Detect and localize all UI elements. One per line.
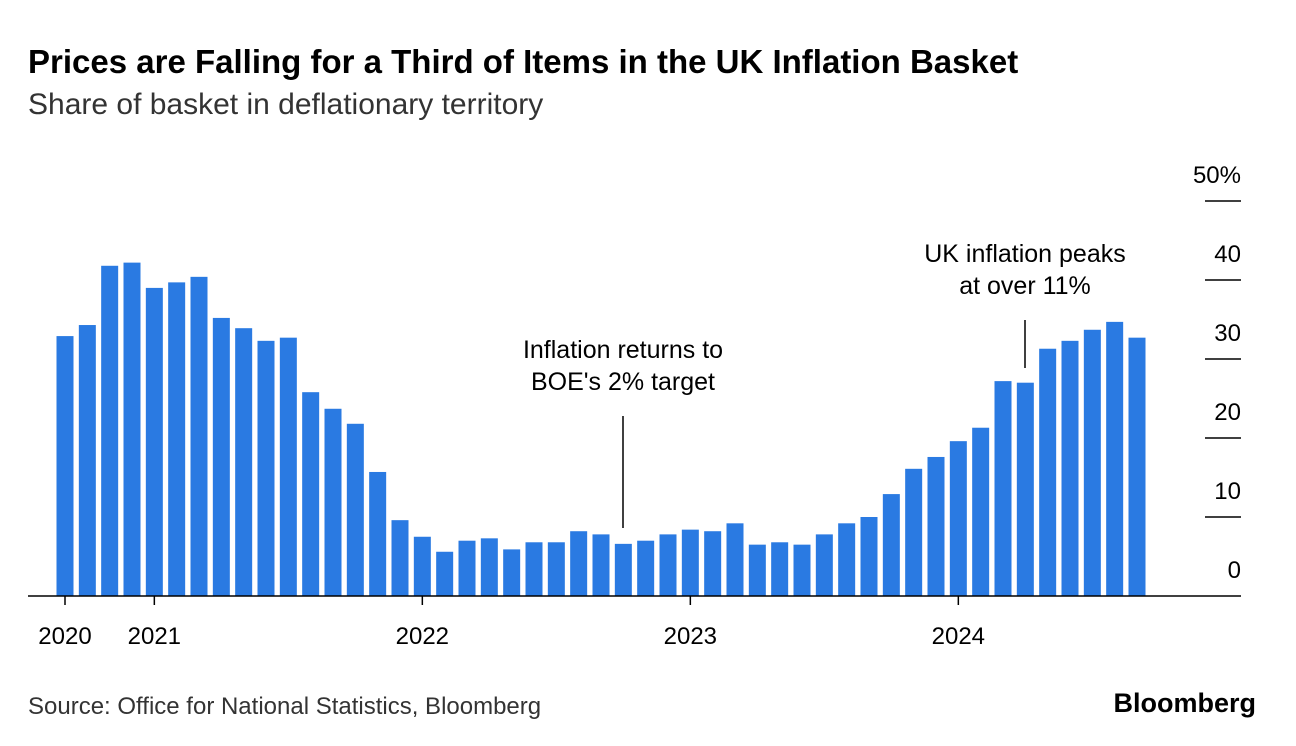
bar — [927, 456, 945, 596]
y-tick-label: 10 — [1214, 478, 1241, 505]
bar — [346, 423, 364, 596]
bar — [570, 531, 588, 596]
bar — [279, 337, 297, 596]
bar — [1061, 340, 1079, 596]
bar — [637, 540, 655, 596]
bar — [525, 542, 543, 596]
bar — [592, 534, 610, 596]
bar — [659, 534, 677, 596]
annotation-text: at over 11% — [959, 272, 1091, 300]
y-tick-label: 50% — [1193, 162, 1241, 189]
bar — [905, 468, 923, 596]
bar — [771, 542, 789, 596]
bar — [949, 441, 967, 596]
bar — [726, 523, 744, 596]
x-tick-label: 2022 — [396, 623, 449, 650]
bar — [145, 287, 163, 596]
bar — [56, 336, 74, 596]
bar — [882, 494, 900, 596]
chart-subtitle: Share of basket in deflationary territor… — [28, 88, 543, 121]
bar — [547, 542, 565, 596]
y-tick-label: 30 — [1214, 320, 1241, 347]
x-tick-label: 2020 — [38, 623, 91, 650]
chart-title: Prices are Falling for a Third of Items … — [28, 43, 1018, 80]
x-tick-label: 2024 — [932, 623, 985, 650]
bar — [302, 392, 320, 596]
bar — [972, 427, 990, 596]
bar — [748, 544, 766, 596]
bar — [815, 534, 833, 596]
bar — [994, 381, 1012, 596]
brand-logo: Bloomberg — [1113, 688, 1256, 718]
source: Source: Office for National Statistics, … — [28, 693, 541, 720]
bar — [168, 282, 186, 596]
bar — [235, 328, 253, 596]
annotation-text: BOE's 2% target — [531, 368, 715, 396]
bar — [681, 529, 699, 596]
bar — [838, 523, 856, 596]
bar — [257, 340, 275, 596]
bar — [212, 317, 230, 596]
bar — [1128, 337, 1146, 596]
bar — [793, 544, 811, 596]
bar — [101, 265, 119, 596]
bar — [860, 517, 878, 596]
bar — [480, 538, 498, 596]
bar — [391, 520, 409, 596]
bar — [413, 536, 431, 596]
bar — [78, 325, 96, 596]
bar — [324, 408, 342, 596]
x-tick-label: 2023 — [664, 623, 717, 650]
y-tick-label: 0 — [1228, 557, 1241, 584]
bar — [458, 540, 476, 596]
bar — [1106, 321, 1124, 596]
bar — [190, 276, 208, 596]
bar — [1016, 382, 1034, 596]
bar — [614, 543, 632, 596]
bar — [436, 551, 454, 596]
x-tick-label: 2021 — [128, 623, 181, 650]
annotation-text: Inflation returns to — [523, 336, 723, 364]
bar — [1039, 348, 1057, 596]
bar — [123, 262, 141, 596]
bar — [704, 531, 722, 596]
bar — [503, 549, 521, 596]
y-tick-label: 40 — [1214, 241, 1241, 268]
annotation-text: UK inflation peaks — [924, 240, 1126, 268]
bar — [369, 471, 387, 596]
y-tick-label: 20 — [1214, 399, 1241, 426]
bar — [1083, 329, 1101, 596]
